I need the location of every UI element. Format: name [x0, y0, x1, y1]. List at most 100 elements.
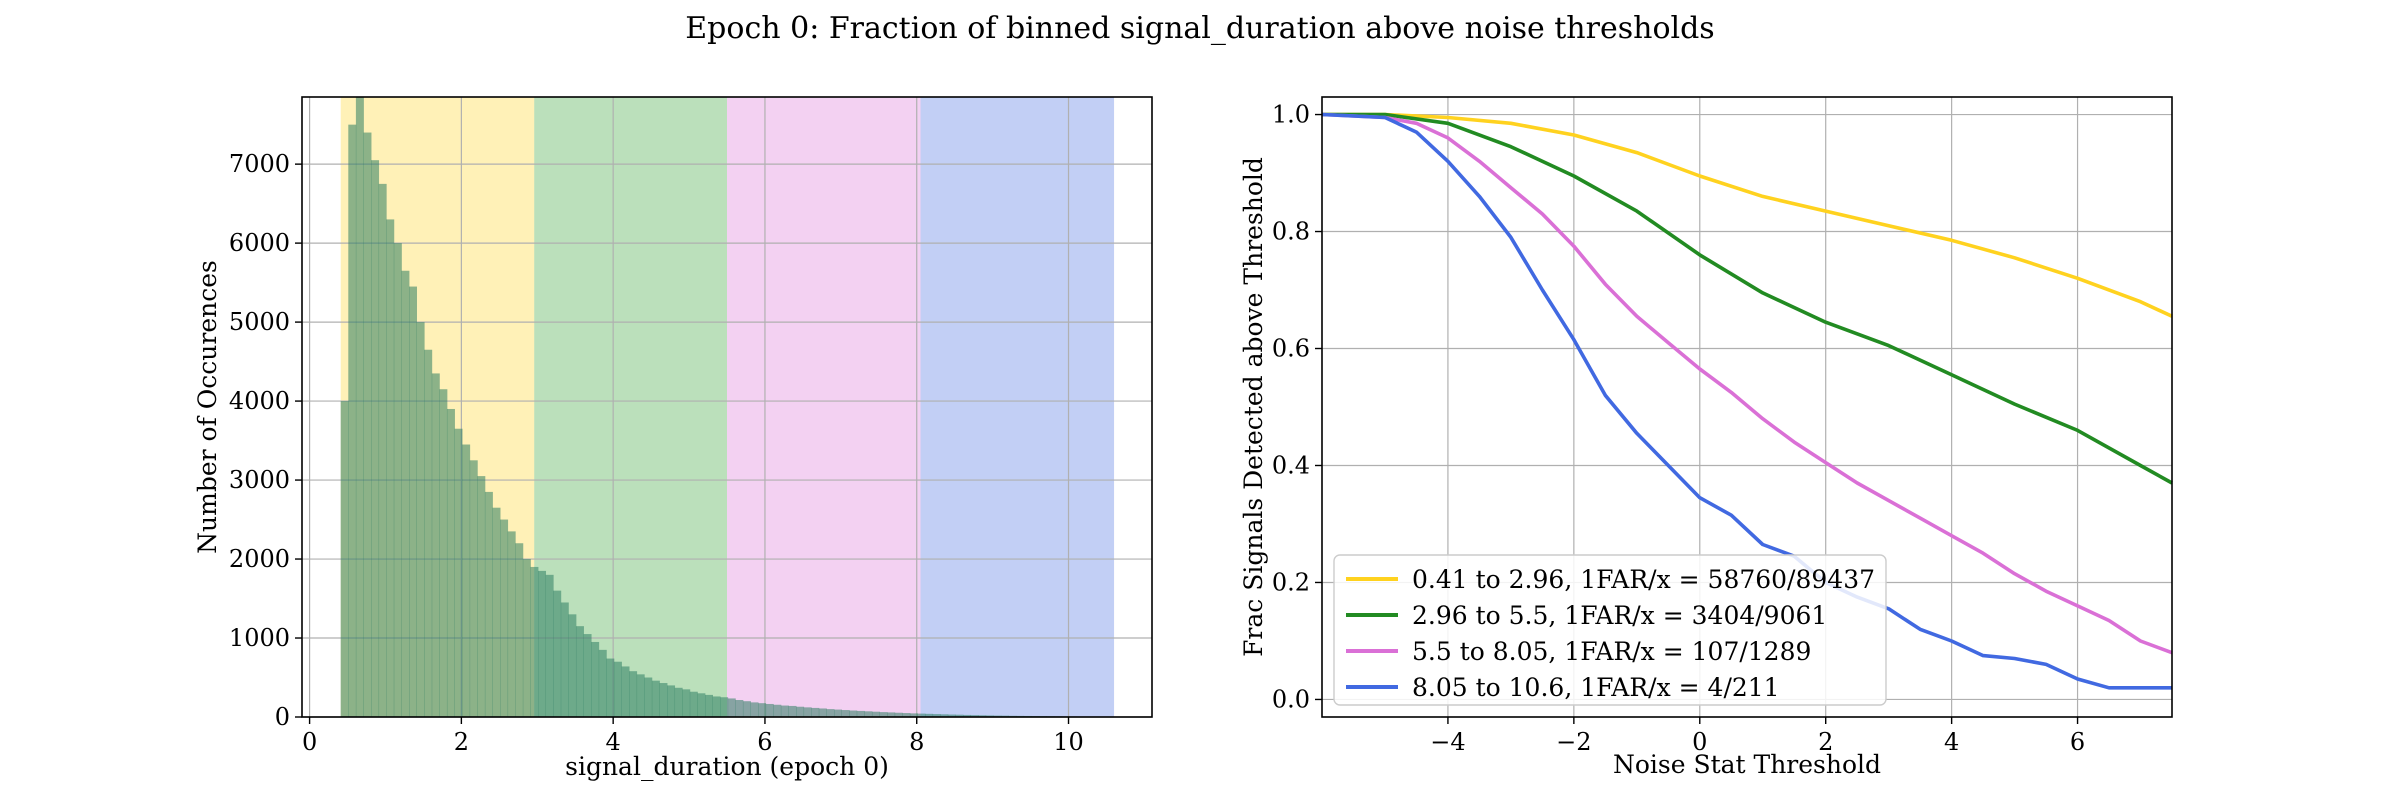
histogram-bar [818, 708, 827, 717]
y-tick-label: 6000 [229, 229, 290, 257]
histogram-bar [416, 322, 425, 717]
x-tick-label: 10 [1053, 728, 1084, 756]
histogram-bar [811, 707, 820, 717]
histogram-bar [538, 570, 547, 717]
histogram-bar [697, 693, 706, 717]
histogram-bar [575, 626, 584, 717]
histogram-bar [834, 709, 842, 717]
y-tick-label: 1.0 [1272, 101, 1310, 129]
histogram-y-ticks: 0 1000 2000 3000 4000 5000 6000 7000 [229, 150, 302, 731]
x-tick-label: 0 [1692, 728, 1707, 756]
histogram-bar [765, 703, 774, 717]
histogram-bar [424, 349, 433, 717]
histogram-bar [963, 714, 972, 717]
histogram-bar [978, 715, 987, 717]
legend-label-1: 2.96 to 5.5, 1FAR/x = 3404/9061 [1412, 601, 1827, 630]
histogram-bar [530, 566, 539, 717]
x-tick-label: 6 [2070, 728, 2085, 756]
histogram-bar [507, 531, 516, 717]
line-x-label: Noise Stat Threshold [1613, 750, 1881, 779]
y-tick-label: 1000 [229, 624, 290, 652]
histogram-bar [864, 711, 873, 717]
histogram-bar [462, 444, 471, 717]
x-tick-label: −4 [1430, 728, 1465, 756]
x-tick-label: 4 [606, 728, 621, 756]
histogram-bar [568, 614, 577, 717]
histogram-bar [940, 714, 949, 717]
histogram-bar [598, 649, 607, 717]
histogram-bar [477, 476, 486, 717]
histogram-bar [386, 219, 395, 717]
histogram-bar [431, 373, 440, 717]
histogram-bar [591, 641, 600, 717]
histogram-bar [629, 671, 638, 717]
y-tick-label: 0.0 [1272, 685, 1310, 713]
histogram-bar [925, 713, 934, 717]
x-tick-label: −2 [1556, 728, 1591, 756]
histogram-bar [750, 702, 759, 717]
line-y-ticks: 0.0 0.2 0.4 0.6 0.8 1.0 [1272, 101, 1322, 713]
histogram-bar [515, 543, 524, 717]
histogram-bar [371, 160, 380, 718]
y-tick-label: 7000 [229, 150, 290, 178]
histogram-bar [856, 710, 865, 717]
histogram-bar [720, 697, 729, 717]
histogram-bar [735, 700, 744, 717]
histogram-bar [613, 661, 622, 717]
histogram-bar [879, 712, 888, 717]
histogram-bar [894, 712, 903, 717]
histogram-bar [500, 519, 509, 717]
histogram-bands [340, 97, 1115, 717]
histogram-bar [788, 705, 797, 717]
series-line-1 [1322, 112, 2173, 485]
line-frame [1321, 96, 2173, 718]
histogram-panel: 0 2 4 6 8 10 0 1000 2000 3000 4000 5000 6000 7000 si… [193, 96, 1153, 781]
histogram-bar [393, 243, 402, 717]
histogram-bar [659, 683, 668, 717]
x-tick-label: 0 [302, 728, 317, 756]
histogram-bar [553, 590, 562, 717]
line-series [1321, 112, 2173, 690]
histogram-bar [727, 698, 736, 717]
histogram-bar [773, 704, 782, 717]
line-y-label: Frac Signals Detected above Threshold [1239, 157, 1268, 657]
histogram-bar [826, 709, 835, 717]
histogram-bar [340, 401, 349, 717]
histogram-bar [849, 710, 858, 717]
histogram-bar [409, 286, 417, 717]
duration-band-2 [727, 97, 921, 717]
histogram-bar [651, 680, 660, 717]
series-line-3 [1321, 112, 2172, 690]
histogram-bar [917, 713, 926, 717]
histogram-bar [439, 389, 448, 717]
histogram-bar [446, 408, 455, 717]
x-tick-label: 6 [757, 728, 772, 756]
series-line-0 [1322, 112, 2173, 318]
histogram-bar [932, 714, 941, 717]
histogram-frame [301, 96, 1153, 718]
y-tick-label: 3000 [229, 466, 290, 494]
histogram-bar [401, 270, 410, 717]
series-line-2 [1321, 112, 2173, 655]
histogram-bar [621, 666, 630, 717]
figure-title: Epoch 0: Fraction of binned signal_durat… [685, 11, 1714, 46]
x-tick-label: 2 [1818, 728, 1833, 756]
histogram-bar [545, 574, 554, 717]
duration-band-3 [920, 97, 1115, 717]
histogram-bar [583, 634, 592, 717]
y-tick-label: 4000 [229, 387, 290, 415]
histogram-bar [970, 715, 979, 717]
histogram-bar [644, 677, 653, 717]
histogram-bar [689, 691, 698, 717]
x-tick-label: 2 [454, 728, 469, 756]
histogram-bar [674, 687, 683, 717]
histogram-bar [682, 689, 691, 717]
x-tick-label: 8 [909, 728, 924, 756]
histogram-bar [796, 706, 805, 717]
histogram-bars [340, 97, 1131, 718]
histogram-bar [454, 428, 463, 717]
histogram-bar [560, 602, 569, 717]
legend-label-0: 0.41 to 2.96, 1FAR/x = 58760/89437 [1412, 565, 1875, 594]
histogram-bar [469, 460, 478, 717]
histogram-bar [378, 183, 387, 718]
